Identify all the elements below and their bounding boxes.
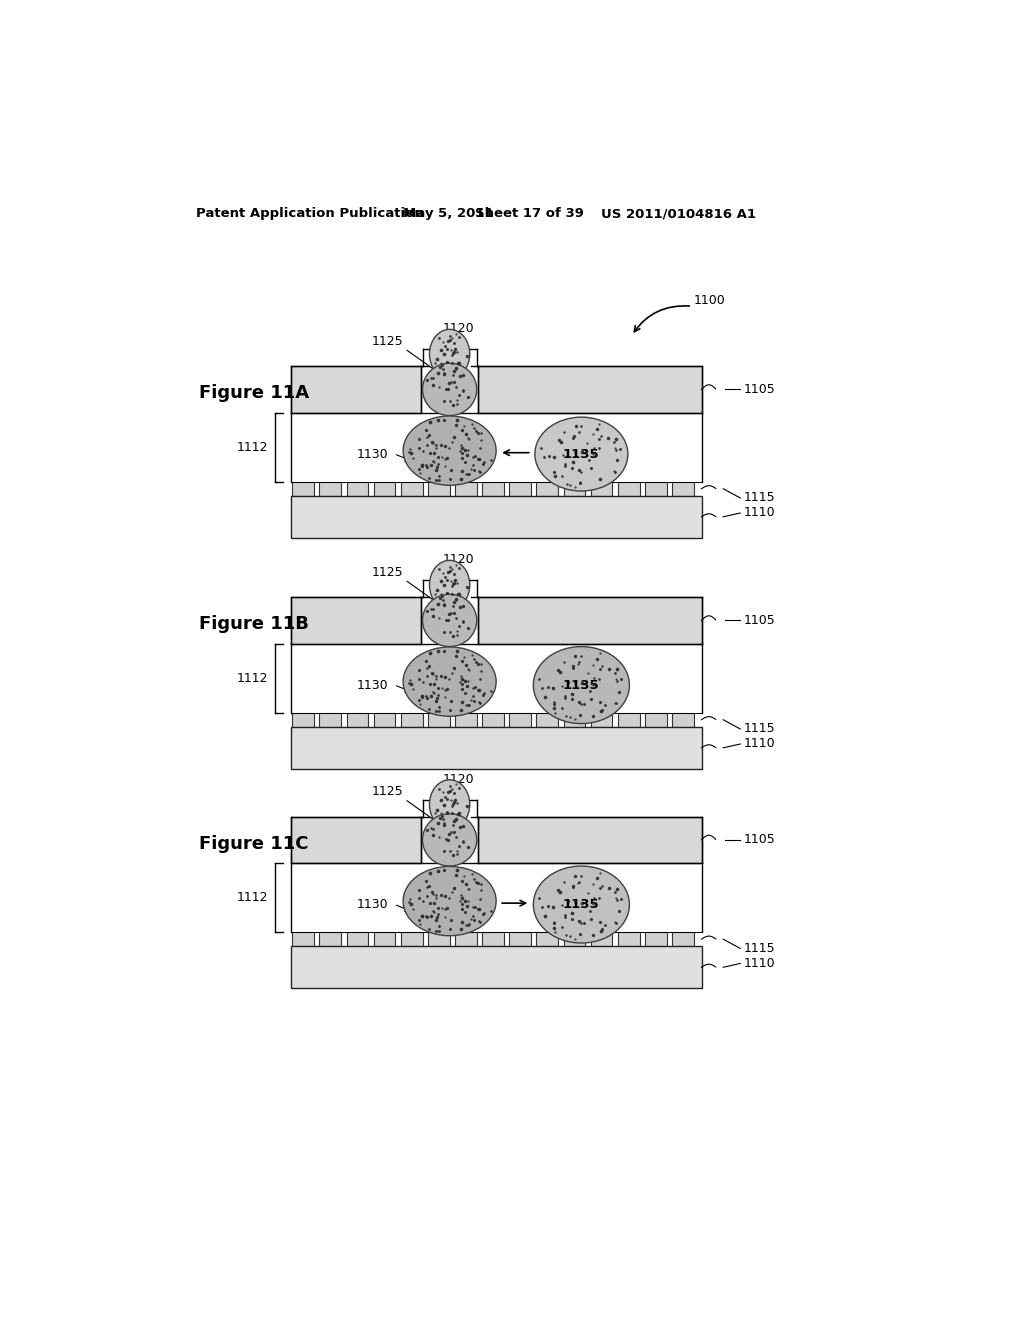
Bar [455, 482, 477, 496]
Text: 1105: 1105 [744, 383, 776, 396]
Text: 1120: 1120 [443, 553, 475, 566]
Bar [509, 713, 531, 726]
Bar [563, 932, 586, 946]
Bar [455, 713, 477, 726]
Bar [591, 713, 612, 726]
Ellipse shape [403, 647, 496, 717]
Text: 1125: 1125 [372, 335, 403, 347]
Text: 1110: 1110 [744, 957, 776, 970]
Text: Sheet 17 of 39: Sheet 17 of 39 [475, 207, 584, 220]
Bar [428, 932, 450, 946]
Bar [319, 932, 341, 946]
Bar [482, 713, 504, 726]
Text: 1112: 1112 [237, 672, 267, 685]
Text: 1110: 1110 [744, 507, 776, 520]
Bar [482, 932, 504, 946]
Bar [292, 713, 314, 726]
Text: Figure 11C: Figure 11C [200, 834, 309, 853]
Bar [346, 482, 369, 496]
Text: 1105: 1105 [744, 614, 776, 627]
Bar [672, 713, 693, 726]
Text: 1130: 1130 [356, 898, 388, 911]
Bar [346, 713, 369, 726]
Ellipse shape [423, 363, 477, 416]
Bar [645, 713, 667, 726]
Bar [400, 932, 423, 946]
Text: 1130: 1130 [356, 678, 388, 692]
Bar [428, 713, 450, 726]
Bar [591, 482, 612, 496]
Bar [617, 932, 640, 946]
Bar [291, 726, 701, 770]
Text: Figure 11A: Figure 11A [200, 384, 309, 403]
Bar [537, 482, 558, 496]
Bar [291, 597, 421, 644]
Text: 1115: 1115 [744, 942, 776, 954]
Bar [291, 366, 421, 412]
Bar [617, 713, 640, 726]
Bar [509, 482, 531, 496]
Bar [478, 366, 701, 412]
Bar [672, 932, 693, 946]
Bar [617, 482, 640, 496]
Bar [374, 713, 395, 726]
Ellipse shape [429, 780, 470, 829]
Bar [319, 713, 341, 726]
Ellipse shape [423, 813, 477, 866]
Bar [346, 932, 369, 946]
Bar [482, 482, 504, 496]
Ellipse shape [423, 594, 477, 647]
Text: May 5, 2011: May 5, 2011 [403, 207, 494, 220]
Bar [291, 946, 701, 989]
Text: 1130: 1130 [356, 447, 388, 461]
Ellipse shape [534, 866, 630, 942]
Bar [645, 482, 667, 496]
Bar [645, 932, 667, 946]
Text: Figure 11B: Figure 11B [200, 615, 309, 634]
Text: Patent Application Publication: Patent Application Publication [197, 207, 424, 220]
Text: 1112: 1112 [237, 441, 267, 454]
Ellipse shape [429, 330, 470, 379]
Text: 1125: 1125 [372, 785, 403, 799]
Text: US 2011/0104816 A1: US 2011/0104816 A1 [601, 207, 756, 220]
Text: 1120: 1120 [443, 322, 475, 335]
Ellipse shape [403, 416, 496, 486]
Bar [319, 482, 341, 496]
Text: 1100: 1100 [693, 294, 725, 308]
Text: 1120: 1120 [443, 774, 475, 785]
Bar [478, 597, 701, 644]
Text: 1135: 1135 [563, 447, 600, 461]
Bar [537, 713, 558, 726]
Text: 1110: 1110 [744, 738, 776, 751]
Bar [291, 817, 421, 863]
Text: 1135: 1135 [563, 678, 600, 692]
Text: 1105: 1105 [744, 833, 776, 846]
Ellipse shape [403, 866, 496, 936]
Bar [509, 932, 531, 946]
Bar [563, 482, 586, 496]
Text: 1135: 1135 [563, 898, 600, 911]
Bar [591, 932, 612, 946]
Bar [374, 482, 395, 496]
Bar [672, 482, 693, 496]
Bar [428, 482, 450, 496]
Bar [291, 495, 701, 539]
Bar [478, 817, 701, 863]
Ellipse shape [535, 417, 628, 491]
Text: 1125: 1125 [372, 566, 403, 578]
Bar [563, 713, 586, 726]
Bar [400, 482, 423, 496]
Text: 1115: 1115 [744, 722, 776, 735]
Bar [400, 713, 423, 726]
Text: 1115: 1115 [744, 491, 776, 504]
Bar [292, 482, 314, 496]
Bar [292, 932, 314, 946]
Text: 1112: 1112 [237, 891, 267, 904]
Ellipse shape [534, 647, 630, 723]
Bar [455, 932, 477, 946]
Bar [537, 932, 558, 946]
Ellipse shape [429, 560, 470, 610]
Bar [374, 932, 395, 946]
